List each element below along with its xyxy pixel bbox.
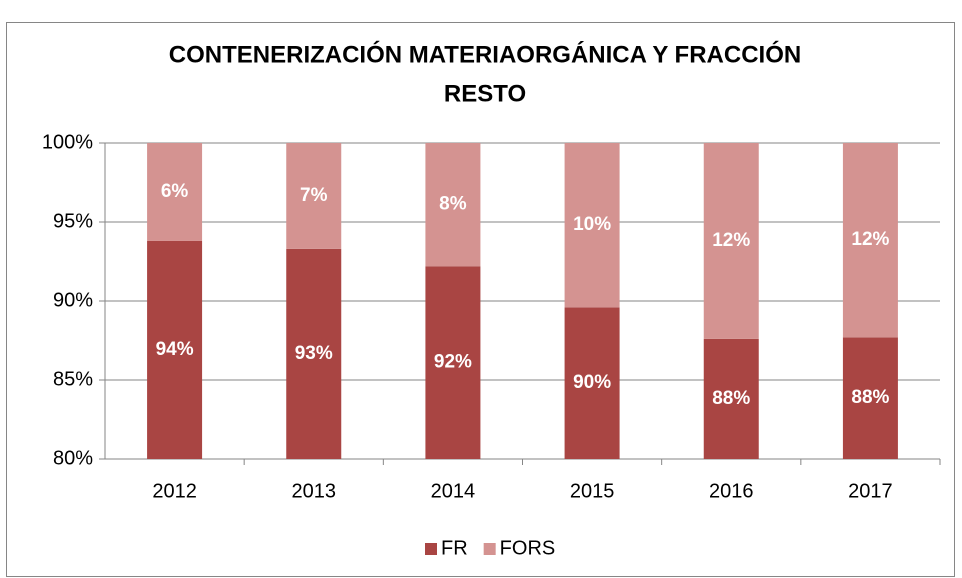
legend-swatch <box>483 543 496 555</box>
bar-segment <box>703 338 759 459</box>
data-label: 90% <box>573 372 611 393</box>
chart-title: RESTO <box>444 80 526 107</box>
data-label: 92% <box>434 352 472 373</box>
x-tick-label: 2013 <box>292 480 337 502</box>
y-tick-label: 100% <box>42 131 93 153</box>
x-tick-label: 2017 <box>848 480 893 502</box>
legend-label: FR <box>441 537 468 559</box>
bar-segment <box>286 143 342 249</box>
y-tick-label: 90% <box>53 289 93 311</box>
bar-segment <box>564 143 620 308</box>
bar-segment <box>842 337 898 459</box>
x-tick-label: 2015 <box>570 480 615 502</box>
bar-segment <box>425 266 481 459</box>
chart-title: CONTENERIZACIÓN MATERIAORGÁNICA Y FRACCI… <box>169 40 801 68</box>
x-tick-label: 2012 <box>152 480 197 502</box>
y-tick-label: 85% <box>53 368 93 390</box>
data-label: 6% <box>161 181 189 202</box>
data-label: 88% <box>851 387 889 408</box>
legend-label: FORS <box>500 537 556 559</box>
data-label: 93% <box>295 343 333 364</box>
bar-segment <box>286 248 342 459</box>
y-tick-label: 80% <box>53 447 93 469</box>
legend-swatch <box>425 543 437 555</box>
x-tick-label: 2014 <box>431 480 476 502</box>
bar-segment <box>147 240 203 459</box>
x-tick-label: 2016 <box>709 480 754 502</box>
data-label: 94% <box>156 339 194 360</box>
bar-segment <box>147 143 203 241</box>
data-label: 88% <box>712 388 750 409</box>
data-label: 12% <box>712 230 750 251</box>
bar-segment <box>842 143 898 338</box>
data-label: 7% <box>300 185 328 206</box>
data-label: 8% <box>439 194 467 215</box>
data-label: 10% <box>573 214 611 235</box>
y-tick-label: 95% <box>53 210 93 232</box>
bar-segment <box>425 143 481 267</box>
data-label: 12% <box>851 229 889 250</box>
bar-segment <box>564 307 620 459</box>
bar-segment <box>703 143 759 339</box>
